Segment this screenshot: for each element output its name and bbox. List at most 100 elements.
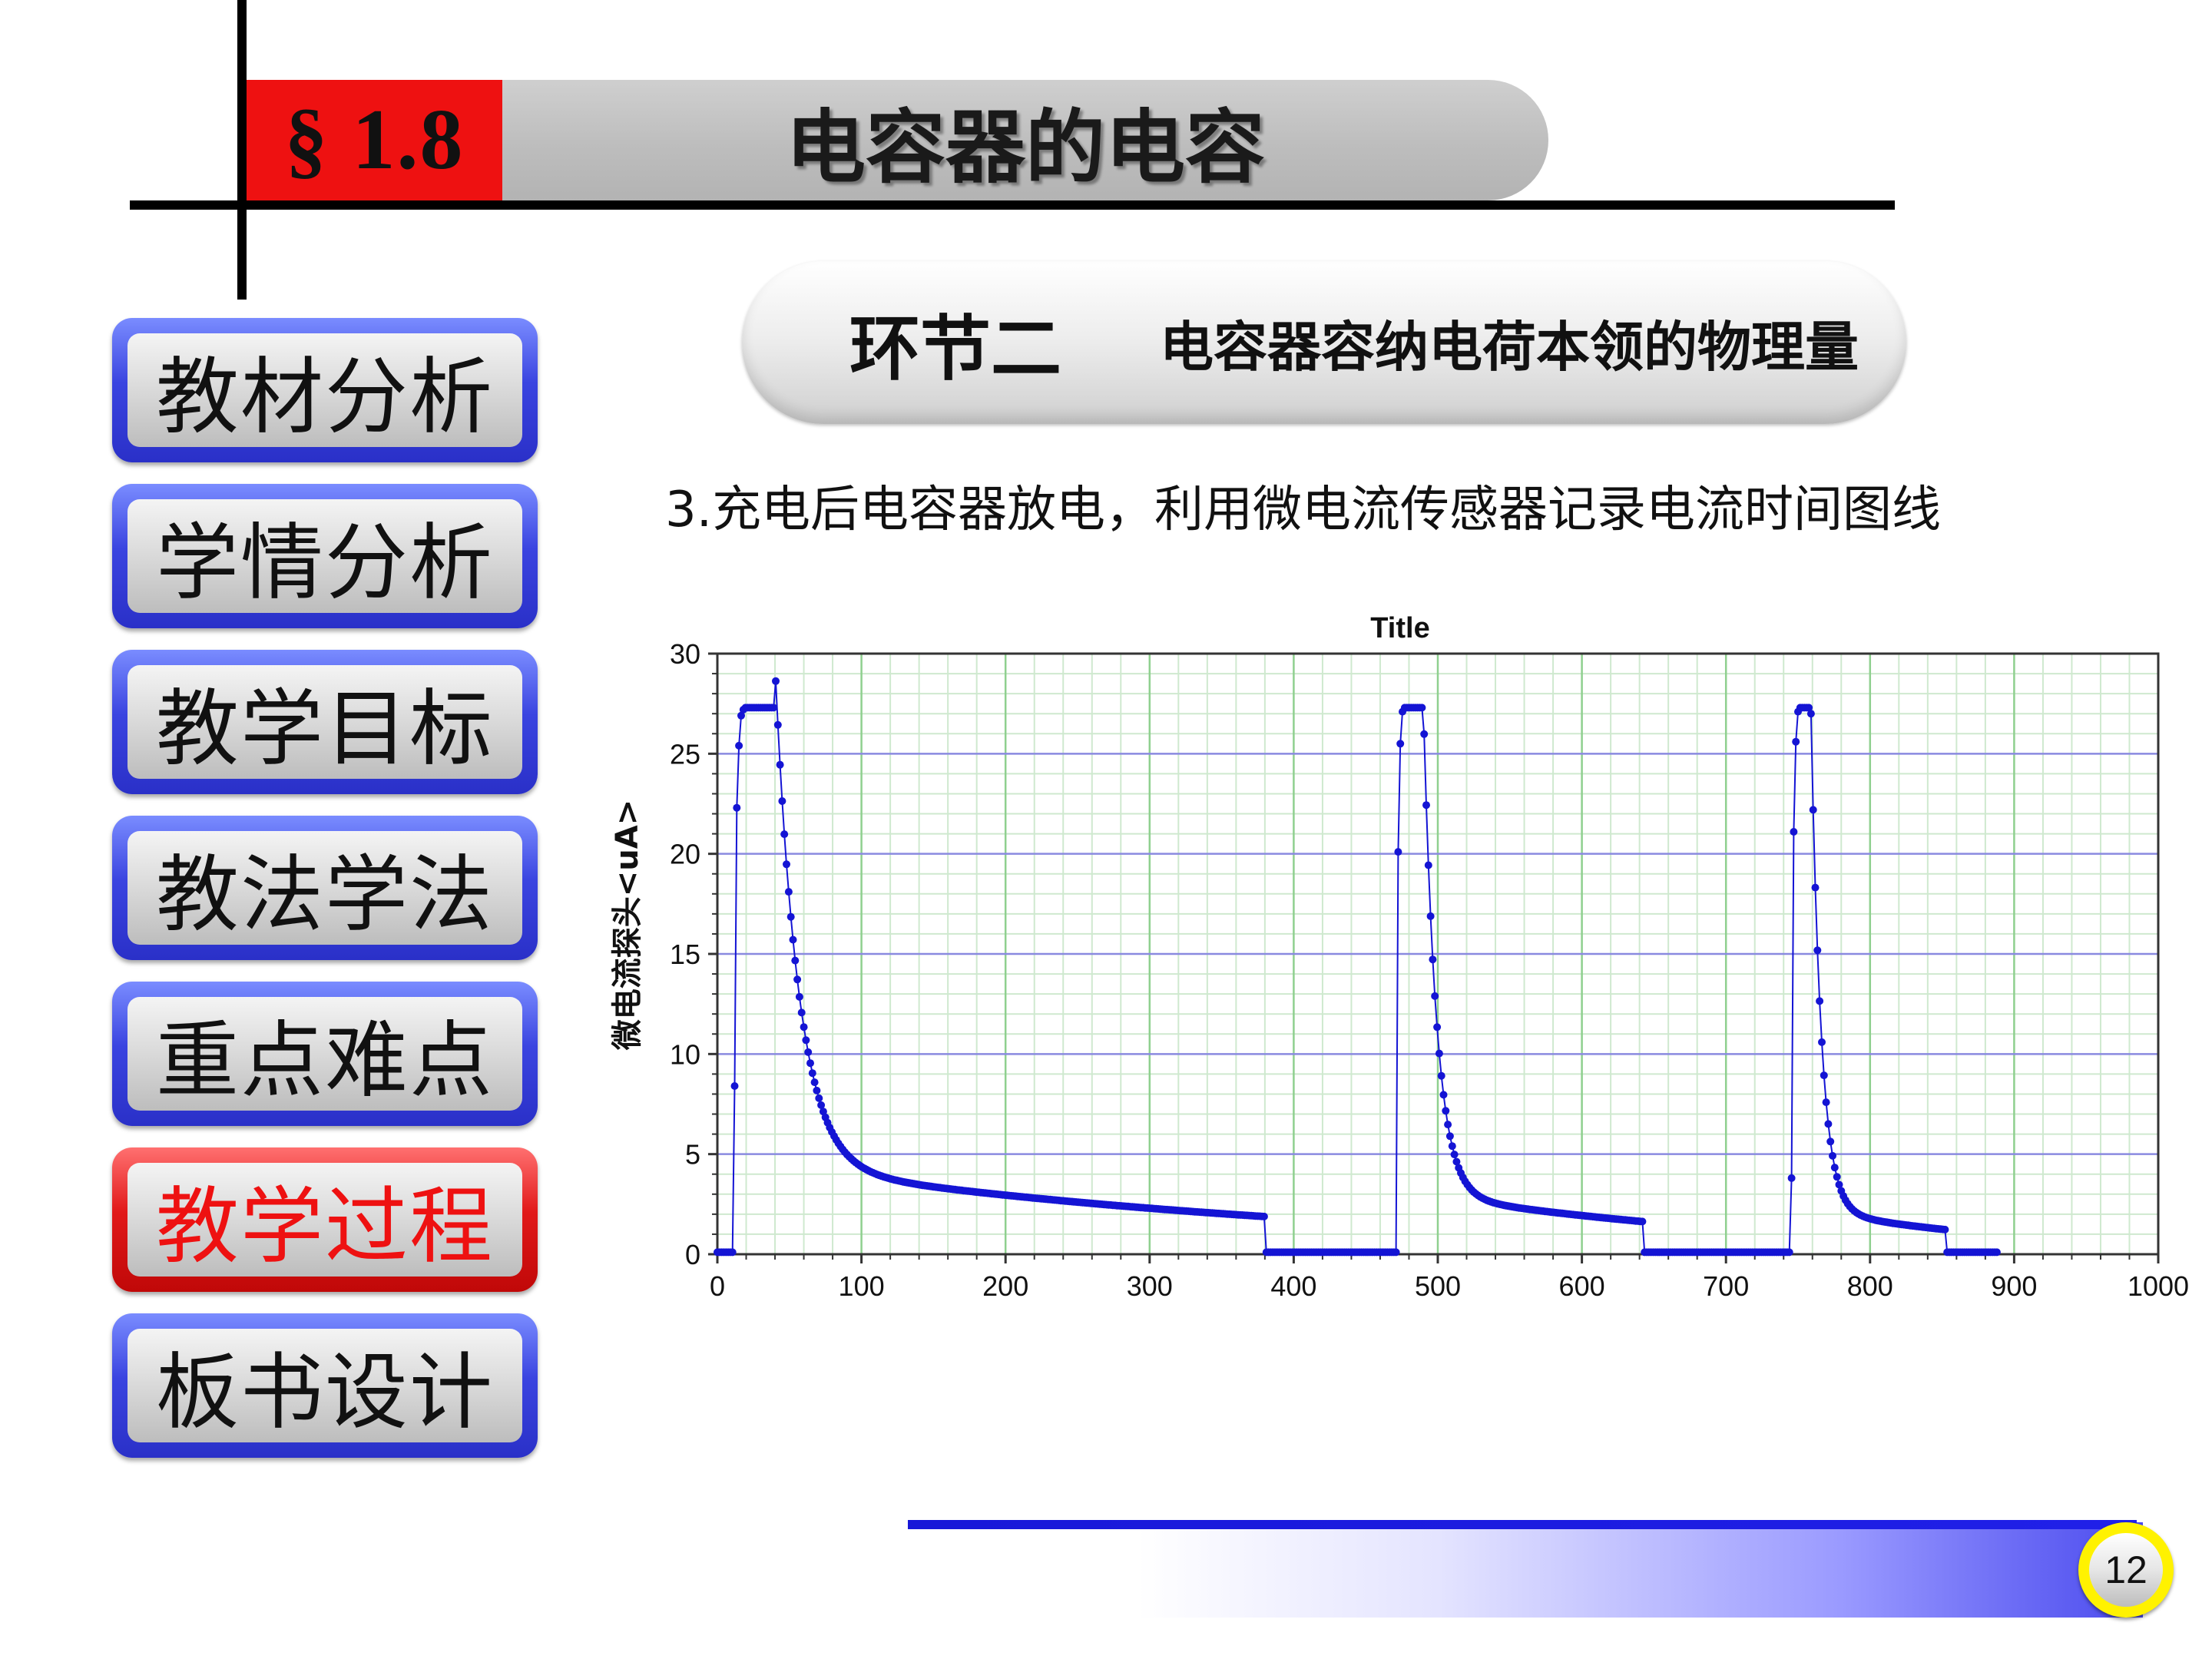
data-point	[1392, 1248, 1400, 1257]
sidebar-item-label: 教学目标	[127, 665, 522, 779]
y-tick-label: 25	[670, 738, 700, 770]
header-horizontal-rule	[130, 200, 1895, 210]
data-point	[733, 803, 741, 812]
page-number-badge: 12	[2078, 1522, 2174, 1618]
chart-data-series	[714, 677, 2001, 1257]
x-tick-label: 700	[1703, 1270, 1749, 1302]
data-point	[737, 711, 745, 720]
data-point	[1452, 1157, 1461, 1166]
data-point	[1437, 1071, 1445, 1080]
data-point	[791, 956, 800, 965]
data-point	[735, 741, 743, 750]
data-point	[778, 797, 786, 805]
data-point	[1394, 848, 1402, 856]
data-point	[1787, 1174, 1796, 1182]
data-point	[1260, 1212, 1268, 1220]
x-tick-label: 100	[839, 1270, 885, 1302]
x-tick-label: 1000	[2128, 1270, 2189, 1302]
data-point	[793, 975, 802, 984]
sidebar-item-label: 学情分析	[127, 499, 522, 613]
data-point	[1442, 1107, 1450, 1115]
data-point	[819, 1108, 827, 1116]
sidebar-item-board-design[interactable]: 板书设计	[112, 1313, 538, 1458]
data-point	[813, 1086, 821, 1094]
sidebar-item-label: 重点难点	[127, 997, 522, 1111]
sidebar-item-key-points[interactable]: 重点难点	[112, 982, 538, 1126]
series-line	[717, 680, 1997, 1253]
data-point	[1638, 1217, 1647, 1226]
data-point	[789, 935, 797, 944]
data-point	[810, 1078, 819, 1087]
data-point	[1429, 955, 1437, 964]
data-point	[806, 1059, 814, 1068]
data-point	[784, 888, 793, 896]
data-point	[815, 1094, 823, 1102]
page-title: 电容器的电容	[785, 100, 1265, 194]
section-label: 环节二	[849, 306, 1062, 390]
sidebar-item-teaching-process[interactable]: 教学过程	[112, 1147, 538, 1292]
x-tick-label: 900	[1991, 1270, 2037, 1302]
section-number: § 1.8	[247, 80, 502, 200]
data-point	[772, 677, 780, 685]
data-point	[804, 1048, 813, 1056]
data-point	[1830, 1164, 1839, 1172]
y-axis-label: 微电流探头<uA>	[610, 800, 645, 1051]
section-heading: 电容器容纳电荷本领的物理量	[1160, 314, 1859, 379]
data-point	[1445, 1132, 1454, 1141]
data-point	[1826, 1137, 1835, 1146]
data-point	[730, 1082, 739, 1090]
sidebar-item-teaching-goals[interactable]: 教学目标	[112, 650, 538, 794]
chart-grid	[717, 654, 2158, 1254]
x-tick-label: 500	[1415, 1270, 1461, 1302]
sidebar-item-student-analysis[interactable]: 学情分析	[112, 484, 538, 628]
data-point	[728, 1248, 737, 1257]
data-point	[1835, 1181, 1843, 1189]
data-point	[780, 830, 789, 839]
data-point	[808, 1069, 816, 1078]
chart-title: Title	[1370, 612, 1429, 644]
data-point	[1805, 704, 1813, 712]
data-point	[783, 860, 790, 869]
sidebar-item-material-analysis[interactable]: 教材分析	[112, 318, 538, 462]
data-point	[1809, 806, 1817, 814]
data-point	[1790, 828, 1798, 836]
data-point	[1806, 710, 1815, 718]
data-point	[1816, 997, 1824, 1005]
data-point	[1422, 801, 1430, 810]
x-tick-label: 200	[982, 1270, 1028, 1302]
sidebar-item-label: 教学过程	[127, 1163, 522, 1277]
sidebar-item-teaching-methods[interactable]: 教法学法	[112, 816, 538, 960]
y-tick-label: 5	[685, 1139, 700, 1171]
x-tick-label: 0	[710, 1270, 725, 1302]
y-tick-label: 0	[685, 1239, 700, 1270]
data-point	[1448, 1142, 1456, 1151]
sidebar-item-label: 教材分析	[127, 333, 522, 447]
data-point	[1418, 704, 1426, 712]
data-point	[773, 720, 782, 729]
section-pill: 环节二 电容器容纳电荷本领的物理量	[742, 261, 1906, 424]
data-point	[1435, 1049, 1443, 1058]
data-point	[1820, 1071, 1828, 1080]
data-point	[1420, 730, 1429, 738]
data-point	[1450, 1151, 1459, 1159]
data-point	[776, 760, 784, 769]
data-point	[1439, 1091, 1448, 1099]
x-tick-label: 800	[1847, 1270, 1893, 1302]
data-point	[1824, 1120, 1833, 1128]
data-point	[1431, 992, 1439, 1000]
data-point	[1396, 740, 1405, 748]
y-tick-label: 15	[670, 939, 700, 970]
x-tick-label: 300	[1127, 1270, 1173, 1302]
data-point	[1426, 912, 1435, 920]
data-point	[1433, 1023, 1442, 1031]
data-point	[1822, 1098, 1830, 1107]
header-vertical-rule	[237, 0, 247, 300]
footer-rule	[908, 1520, 2137, 1529]
chart-axes: 0 100 200 300 400 500 600 700 800 900 1000 0 5 10 15 20…	[670, 638, 2189, 1302]
sidebar-item-label: 板书设计	[127, 1329, 522, 1442]
data-point	[1833, 1173, 1841, 1181]
y-tick-label: 30	[670, 638, 700, 670]
data-point	[1424, 861, 1432, 869]
data-point	[1818, 1038, 1826, 1046]
